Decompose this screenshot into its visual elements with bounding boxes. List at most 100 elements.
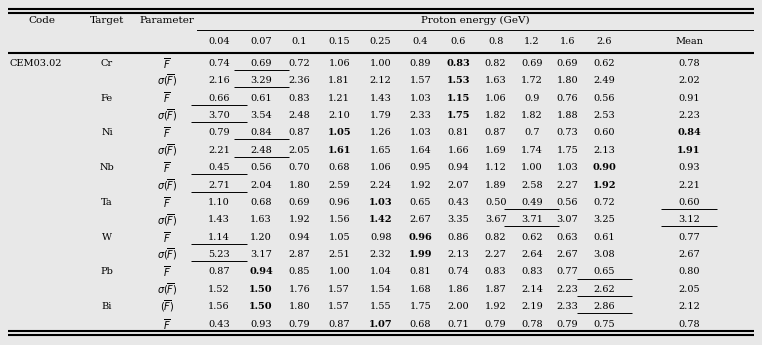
Text: 0.25: 0.25 xyxy=(370,37,392,46)
Text: 1.12: 1.12 xyxy=(485,163,507,172)
Text: 3.25: 3.25 xyxy=(594,215,615,224)
Text: $\sigma(\overline{F})$: $\sigma(\overline{F})$ xyxy=(157,142,178,158)
Text: 1.20: 1.20 xyxy=(250,233,272,242)
Text: 0.91: 0.91 xyxy=(678,93,700,102)
Text: 2.6: 2.6 xyxy=(597,37,612,46)
Text: 1.92: 1.92 xyxy=(289,215,310,224)
Text: $\sigma(\overline{F})$: $\sigma(\overline{F})$ xyxy=(157,282,178,297)
Text: 0.50: 0.50 xyxy=(485,198,507,207)
Text: Ni: Ni xyxy=(101,128,113,137)
Text: 0.61: 0.61 xyxy=(251,93,272,102)
Text: 2.14: 2.14 xyxy=(521,285,543,294)
Text: 1.54: 1.54 xyxy=(370,285,392,294)
Text: 0.56: 0.56 xyxy=(594,93,615,102)
Text: 2.13: 2.13 xyxy=(594,146,615,155)
Text: 0.68: 0.68 xyxy=(328,163,350,172)
Text: Target: Target xyxy=(90,16,124,25)
Text: 5.23: 5.23 xyxy=(208,250,230,259)
Text: 2.87: 2.87 xyxy=(289,250,310,259)
Text: 1.03: 1.03 xyxy=(556,163,578,172)
Text: 1.56: 1.56 xyxy=(328,215,350,224)
Text: 0.96: 0.96 xyxy=(328,198,350,207)
Text: 0.04: 0.04 xyxy=(208,37,230,46)
Text: 1.21: 1.21 xyxy=(328,93,350,102)
Text: 1.87: 1.87 xyxy=(485,285,507,294)
Text: 0.56: 0.56 xyxy=(251,163,272,172)
Text: 0.56: 0.56 xyxy=(556,198,578,207)
Text: CEM03.02: CEM03.02 xyxy=(9,59,62,68)
Text: 1.74: 1.74 xyxy=(521,146,543,155)
Text: 0.72: 0.72 xyxy=(594,198,615,207)
Text: 0.79: 0.79 xyxy=(289,320,310,329)
Text: 0.83: 0.83 xyxy=(485,267,507,276)
Text: 1.56: 1.56 xyxy=(208,302,230,311)
Text: 0.78: 0.78 xyxy=(521,320,543,329)
Text: 1.03: 1.03 xyxy=(369,198,392,207)
Text: 0.74: 0.74 xyxy=(208,59,230,68)
Text: 1.82: 1.82 xyxy=(485,111,507,120)
Text: 0.65: 0.65 xyxy=(409,198,431,207)
Text: 1.53: 1.53 xyxy=(447,76,470,85)
Text: 2.27: 2.27 xyxy=(485,250,507,259)
Text: 1.64: 1.64 xyxy=(409,146,431,155)
Text: 2.67: 2.67 xyxy=(678,250,700,259)
Text: 0.82: 0.82 xyxy=(485,59,507,68)
Text: 0.87: 0.87 xyxy=(208,267,230,276)
Text: 2.62: 2.62 xyxy=(594,285,615,294)
Text: 0.1: 0.1 xyxy=(292,37,307,46)
Text: 3.12: 3.12 xyxy=(678,215,700,224)
Text: 0.94: 0.94 xyxy=(289,233,310,242)
Text: 0.82: 0.82 xyxy=(485,233,507,242)
Text: Proton energy (GeV): Proton energy (GeV) xyxy=(421,16,530,25)
Text: 3.67: 3.67 xyxy=(485,215,507,224)
Text: 0.8: 0.8 xyxy=(488,37,504,46)
Text: 1.14: 1.14 xyxy=(208,233,230,242)
Text: 1.15: 1.15 xyxy=(447,93,470,102)
Text: 2.33: 2.33 xyxy=(409,111,431,120)
Text: 1.07: 1.07 xyxy=(369,320,392,329)
Text: 3.08: 3.08 xyxy=(594,250,615,259)
Text: 0.85: 0.85 xyxy=(289,267,310,276)
Text: 1.80: 1.80 xyxy=(289,180,310,189)
Text: 1.61: 1.61 xyxy=(328,146,351,155)
Text: 3.29: 3.29 xyxy=(250,76,272,85)
Text: 1.82: 1.82 xyxy=(521,111,543,120)
Text: 0.4: 0.4 xyxy=(412,37,428,46)
Text: 0.15: 0.15 xyxy=(328,37,350,46)
Text: 1.57: 1.57 xyxy=(409,76,431,85)
Text: 1.99: 1.99 xyxy=(408,250,432,259)
Text: $\overline{F}$: $\overline{F}$ xyxy=(163,230,171,245)
Text: 1.89: 1.89 xyxy=(485,180,507,189)
Text: 2.71: 2.71 xyxy=(208,180,230,189)
Text: W: W xyxy=(102,233,112,242)
Text: 2.21: 2.21 xyxy=(208,146,230,155)
Text: 0.78: 0.78 xyxy=(678,320,700,329)
Text: 3.70: 3.70 xyxy=(208,111,230,120)
Text: 3.17: 3.17 xyxy=(250,250,272,259)
Text: 1.76: 1.76 xyxy=(289,285,310,294)
Text: 0.68: 0.68 xyxy=(409,320,431,329)
Text: 0.65: 0.65 xyxy=(594,267,615,276)
Text: 2.24: 2.24 xyxy=(370,180,392,189)
Text: 1.52: 1.52 xyxy=(208,285,230,294)
Text: 1.00: 1.00 xyxy=(521,163,543,172)
Text: 1.06: 1.06 xyxy=(328,59,350,68)
Text: 2.64: 2.64 xyxy=(521,250,543,259)
Text: 1.80: 1.80 xyxy=(289,302,310,311)
Text: 1.65: 1.65 xyxy=(370,146,392,155)
Text: 0.79: 0.79 xyxy=(485,320,507,329)
Text: 1.63: 1.63 xyxy=(250,215,272,224)
Text: Fe: Fe xyxy=(101,93,113,102)
Text: 2.21: 2.21 xyxy=(678,180,700,189)
Text: 3.54: 3.54 xyxy=(250,111,272,120)
Text: 0.9: 0.9 xyxy=(524,93,539,102)
Text: 1.92: 1.92 xyxy=(409,180,431,189)
Text: 1.72: 1.72 xyxy=(521,76,543,85)
Text: 1.03: 1.03 xyxy=(409,128,431,137)
Text: 0.96: 0.96 xyxy=(408,233,432,242)
Text: 0.62: 0.62 xyxy=(521,233,543,242)
Text: 2.12: 2.12 xyxy=(678,302,700,311)
Text: $\overline{F}$: $\overline{F}$ xyxy=(163,317,171,332)
Text: 0.69: 0.69 xyxy=(521,59,543,68)
Text: 0.86: 0.86 xyxy=(447,233,469,242)
